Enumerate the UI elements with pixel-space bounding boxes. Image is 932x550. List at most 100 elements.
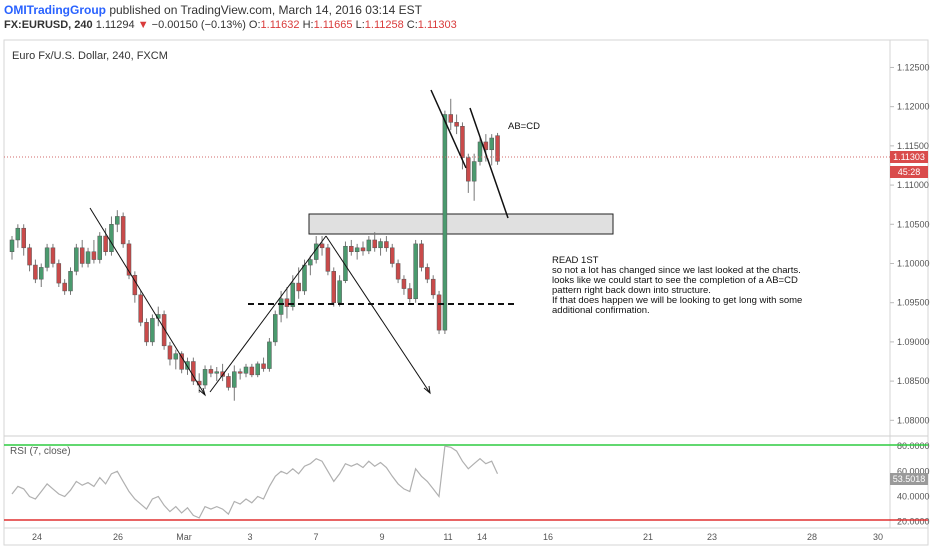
candle-body-down	[372, 239, 377, 249]
candle-body-down	[237, 371, 243, 374]
candle-body-up	[255, 363, 260, 376]
candle-body-down	[120, 216, 126, 245]
last-price: 1.11294	[95, 19, 135, 31]
candle-body-up	[243, 366, 249, 374]
candle-body-down	[419, 243, 424, 268]
candle-body-up	[97, 235, 102, 260]
candle-body-up	[477, 141, 483, 162]
candle	[214, 366, 219, 382]
candle	[430, 275, 436, 299]
low-value: 1.11258	[364, 19, 404, 31]
candle-body-down	[21, 227, 26, 249]
candle	[401, 275, 407, 295]
candle-body-down	[454, 122, 459, 127]
candle-body-up	[173, 353, 179, 360]
candle-body-down	[448, 114, 453, 123]
candle-body-down	[349, 245, 354, 252]
candle-body-down	[62, 282, 67, 292]
rsi-tick-label: 60.0000	[897, 466, 930, 476]
publisher-line: OMITradingGroup published on TradingView…	[4, 3, 422, 17]
high-label: H:	[302, 19, 314, 31]
time-tick-label: 21	[643, 532, 653, 542]
price-tick-label: 1.08000	[897, 415, 930, 425]
candle-body-up	[68, 271, 73, 292]
time-tick-label: 24	[32, 532, 42, 542]
last-price-badge-text: 1.11303	[893, 152, 925, 162]
candle-body-down	[425, 267, 430, 280]
candle-body-up	[202, 369, 208, 386]
candle	[319, 236, 325, 256]
candle-body-up	[273, 314, 278, 343]
chart-title: Euro Fx/U.S. Dollar, 240, FXCM	[12, 50, 168, 62]
candle	[191, 357, 196, 386]
candle-body-up	[366, 239, 372, 252]
candle-body-up	[471, 161, 477, 182]
candle-body-down	[249, 366, 255, 376]
candle	[79, 239, 85, 268]
candle-body-up	[9, 239, 15, 252]
candle	[68, 267, 73, 295]
candle-body-down	[430, 278, 436, 296]
candle-body-up	[185, 361, 190, 370]
candle-body-up	[302, 264, 307, 292]
candle	[249, 363, 255, 378]
cd-leg-line-1	[430, 89, 467, 169]
rsi-tick-label: 20.0000	[897, 517, 930, 527]
candle	[126, 239, 132, 280]
candle	[220, 363, 225, 382]
candle-body-up	[232, 371, 237, 388]
candle-body-up	[44, 247, 50, 268]
candle	[103, 228, 108, 256]
candle	[337, 275, 342, 307]
candle-body-up	[214, 371, 219, 374]
candle-body-down	[407, 288, 413, 300]
quote-line: FX:EURUSD, 240 1.11294 ▼ −0.00150 (−0.13…	[4, 19, 457, 31]
candle-body-down	[91, 251, 97, 260]
candle	[477, 138, 483, 166]
price-tick-label: 1.10000	[897, 258, 930, 268]
candle-body-down	[325, 247, 331, 272]
candle	[331, 267, 336, 307]
candle	[144, 318, 149, 346]
candle	[284, 287, 290, 319]
open-label: O:	[248, 19, 261, 31]
candle	[448, 98, 453, 131]
candle-body-down	[220, 371, 225, 377]
candle	[97, 232, 102, 264]
price-tick-label: 1.09000	[897, 337, 930, 347]
candle	[495, 132, 500, 165]
publisher-name[interactable]: OMITradingGroup	[4, 3, 106, 17]
structure-zone-box	[308, 213, 614, 235]
high-value: 1.11665	[313, 19, 353, 31]
time-tick-label: 3	[247, 532, 252, 542]
open-value: 1.11632	[260, 19, 300, 31]
candle	[413, 239, 418, 303]
candle	[372, 232, 377, 252]
candle	[471, 153, 477, 201]
candle	[167, 341, 173, 366]
candle	[243, 363, 249, 378]
candle	[354, 243, 360, 260]
candle	[56, 259, 62, 288]
symbol-label: FX:EURUSD, 240	[4, 19, 93, 31]
candle	[132, 271, 138, 303]
candle-body-down	[284, 298, 290, 307]
candle-body-up	[278, 298, 284, 315]
candle-body-up	[115, 216, 120, 225]
candle	[255, 361, 260, 378]
candle-body-down	[401, 278, 407, 289]
candle-body-down	[226, 376, 231, 388]
candle-body-down	[33, 264, 38, 280]
candle	[15, 224, 21, 248]
candle-body-down	[331, 271, 336, 303]
rsi-tick-label: 40.0000	[897, 491, 930, 501]
time-tick-label: 11	[443, 532, 452, 542]
candle-body-down	[167, 345, 173, 360]
leg-a-arrowhead	[198, 387, 206, 397]
time-tick-label: 14	[477, 532, 487, 542]
candle	[74, 243, 79, 276]
candle-body-up	[150, 318, 155, 343]
change-value: −0.00150 (−0.13%)	[151, 19, 246, 31]
leg-c-trendline	[325, 235, 431, 394]
